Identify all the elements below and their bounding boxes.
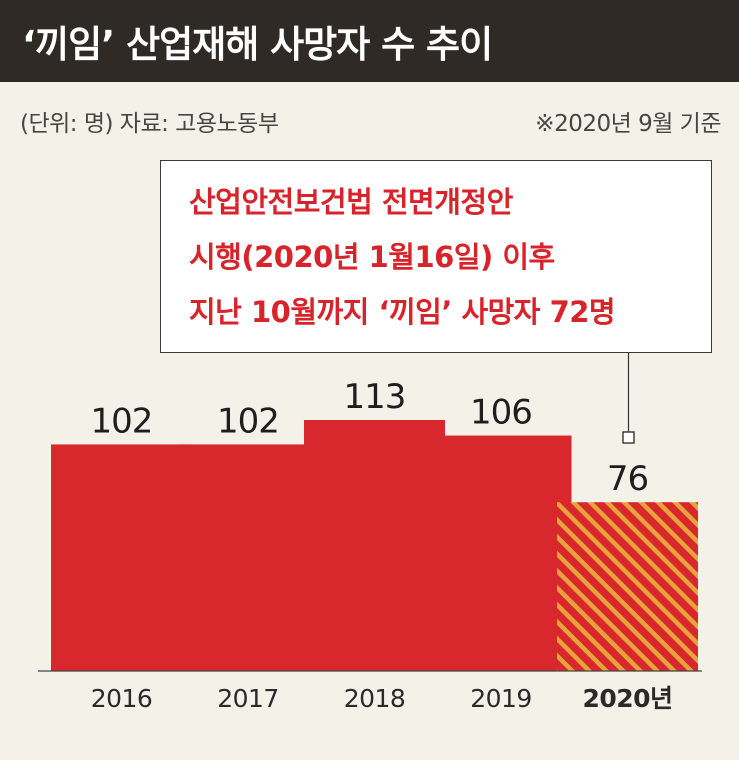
x-tick-label-2016: 2016 [91, 684, 153, 713]
value-label-2019: 106 [470, 393, 532, 433]
bar-2018 [304, 420, 445, 671]
x-tick-label-2017: 2017 [217, 684, 279, 713]
callout-line-3: 지난 10월까지 ‘끼임’ 사망자 72명 [189, 295, 616, 329]
chart-title: ‘끼임’ 산업재해 사망자 수 추이 [22, 23, 493, 66]
bar-2017 [177, 444, 319, 671]
bar-2019 [430, 435, 572, 671]
callout-box: 산업안전보건법 전면개정안 시행(2020년 1월16일) 이후 지난 10월까… [160, 160, 712, 353]
bar-2016 [51, 444, 192, 671]
callout-connector [622, 353, 635, 444]
bar-2020년 [557, 502, 698, 671]
x-labels-group: 2016 2017 2018 2019 2020년 [91, 684, 673, 713]
x-tick-label-2018: 2018 [344, 684, 406, 713]
title-bar: ‘끼임’ 산업재해 사망자 수 추이 [0, 0, 739, 82]
callout-line-1: 산업안전보건법 전면개정안 [189, 185, 513, 219]
bars-group [51, 420, 698, 671]
value-label-2020년: 76 [607, 459, 648, 499]
basis-date-note: ※2020년 9월 기준 [535, 111, 721, 137]
x-tick-label-2019: 2019 [470, 684, 532, 713]
x-tick-label-2020년: 2020년 [582, 684, 672, 713]
unit-source-note: (단위: 명) 자료: 고용노동부 [20, 111, 279, 137]
value-label-2018: 113 [344, 377, 406, 417]
value-labels-group: 102 102 113 106 76 [91, 377, 650, 499]
value-label-2016: 102 [91, 401, 153, 441]
value-label-2017: 102 [217, 401, 279, 441]
callout-leader-marker [622, 431, 635, 444]
callout-line-2: 시행(2020년 1월16일) 이후 [189, 240, 555, 274]
